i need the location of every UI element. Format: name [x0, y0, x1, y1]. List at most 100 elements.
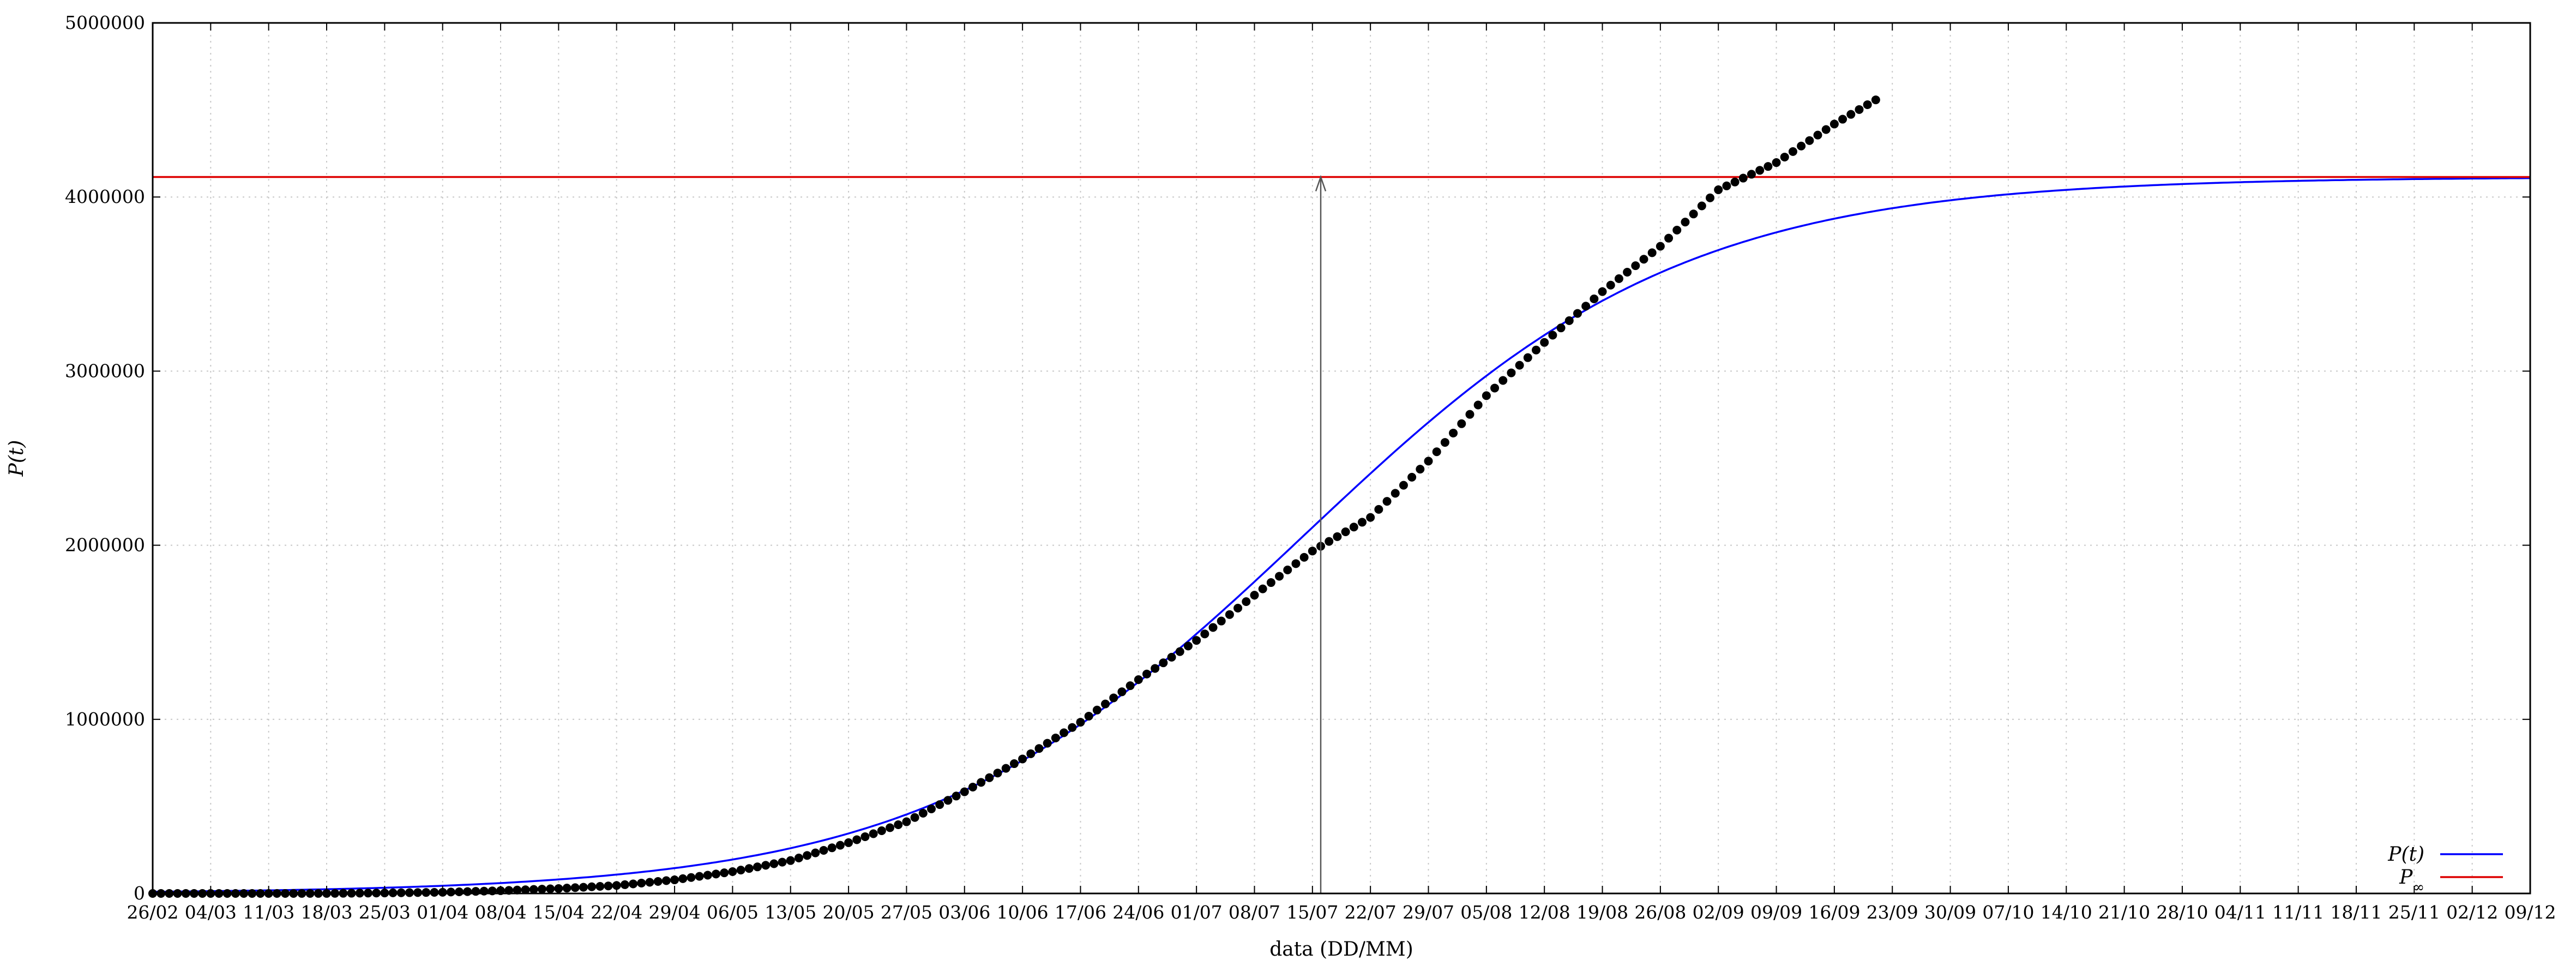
legend-label: P(t) [2387, 843, 2424, 866]
x-tick-label: 25/11 [2388, 902, 2440, 923]
observed-point [1126, 681, 1135, 691]
observed-point [952, 791, 961, 801]
observed-point [1092, 705, 1102, 715]
observed-point [1258, 584, 1267, 593]
observed-point [886, 823, 895, 832]
observed-point [1672, 225, 1682, 235]
observed-point [1084, 711, 1093, 721]
observed-point [1299, 553, 1309, 562]
observed-point [927, 804, 936, 813]
observed-point [1846, 110, 1856, 119]
observed-point [1325, 537, 1334, 546]
observed-point [935, 800, 944, 809]
observed-point [1697, 201, 1706, 211]
observed-point [1060, 728, 1069, 737]
observed-point [1730, 177, 1740, 187]
x-tick-label: 08/04 [474, 902, 526, 923]
observed-point [1863, 100, 1872, 109]
observed-point [977, 778, 986, 787]
observed-point [1374, 505, 1383, 514]
observed-point [1266, 578, 1275, 587]
observed-point [695, 872, 704, 881]
observed-point [538, 885, 547, 894]
observed-point [1755, 166, 1765, 175]
observed-point [918, 808, 928, 818]
observed-point [1647, 248, 1657, 257]
observed-point [1532, 345, 1541, 355]
x-tick-label: 08/07 [1229, 902, 1280, 923]
observed-point [819, 845, 828, 855]
observed-point [521, 885, 530, 895]
observed-point [430, 887, 439, 897]
observed-point [1101, 699, 1110, 709]
x-tick-label: 06/05 [707, 902, 759, 923]
legend-subscript: ∞ [2412, 879, 2424, 896]
x-tick-label: 26/08 [1634, 902, 1686, 923]
x-tick-label: 27/05 [881, 902, 932, 923]
observed-point [1349, 523, 1358, 532]
observed-point [1001, 764, 1010, 773]
x-tick-label: 09/09 [1750, 902, 1802, 923]
x-tick-label: 30/09 [1924, 902, 1976, 923]
observed-point [910, 813, 919, 822]
observed-point [1457, 419, 1466, 428]
x-tick-label: 15/07 [1286, 902, 1338, 923]
observed-point [1681, 218, 1690, 227]
x-tick-label: 26/02 [127, 902, 178, 923]
observed-point [960, 787, 969, 796]
observed-point [769, 859, 779, 868]
observed-point [620, 880, 629, 889]
observed-point [1548, 331, 1557, 340]
x-tick-label: 18/11 [2330, 902, 2382, 923]
x-tick-label: 16/09 [1808, 902, 1860, 923]
x-tick-label: 11/11 [2272, 902, 2324, 923]
observed-point [744, 864, 754, 873]
observed-point [455, 887, 464, 896]
observed-point [1208, 623, 1218, 632]
observed-point [546, 884, 555, 893]
observed-point [943, 796, 953, 805]
observed-point [661, 876, 671, 885]
observed-point [562, 884, 571, 893]
observed-point [1523, 353, 1532, 362]
x-tick-label: 29/04 [649, 902, 701, 923]
grid [153, 23, 2530, 893]
observed-point [860, 832, 870, 841]
observed-point [1026, 749, 1036, 758]
x-tick-label: 04/11 [2214, 902, 2266, 923]
observed-point [1424, 457, 1433, 466]
observed-point [1871, 95, 1880, 105]
x-tick-label: 22/07 [1345, 902, 1397, 923]
observed-point [753, 862, 762, 872]
observed-point [1507, 368, 1516, 377]
observed-point [1283, 565, 1292, 574]
observed-point [1175, 647, 1184, 656]
observed-point [463, 887, 472, 896]
y-tick-label: 5000000 [65, 12, 145, 33]
observed-point [1606, 280, 1615, 290]
arrow-head [1315, 175, 1327, 191]
observed-point [1407, 472, 1417, 482]
observed-point [827, 843, 836, 853]
observed-point [1275, 572, 1284, 581]
observed-point [1217, 616, 1226, 626]
observed-point [1250, 591, 1259, 600]
observed-point [653, 877, 663, 886]
x-tick-label: 17/06 [1055, 902, 1106, 923]
observed-point [1291, 559, 1301, 568]
observed-point [1159, 658, 1168, 668]
observed-point [1747, 170, 1756, 179]
x-tick-label: 09/12 [2504, 902, 2556, 923]
y-tick-label: 3000000 [65, 360, 145, 381]
observed-point [604, 881, 613, 891]
observed-point [902, 817, 911, 826]
y-axis-title: P(t) [5, 440, 28, 477]
observed-point [678, 874, 688, 883]
observed-point [1233, 603, 1243, 613]
observed-point [1109, 693, 1118, 703]
x-tick-label: 02/12 [2446, 902, 2498, 923]
x-tick-label: 21/10 [2098, 902, 2150, 923]
observed-point [1183, 641, 1193, 651]
observed-point [579, 883, 588, 892]
